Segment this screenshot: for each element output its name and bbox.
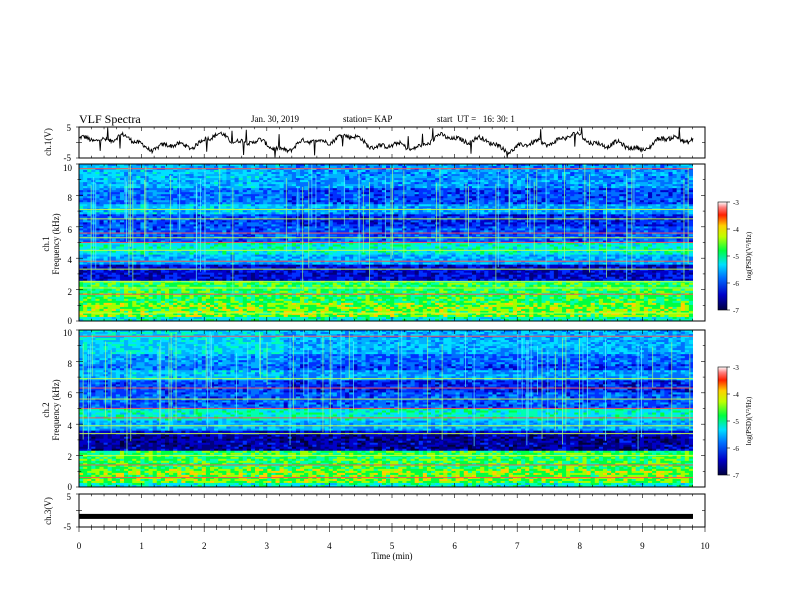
ch3-ytick-top: 5 [67,492,72,502]
ch3-voltage-frame [78,493,706,528]
date-label: Jan. 30, 2019 [251,114,299,124]
ch2-cb-tick-m7: -7 [733,472,739,480]
ch1-freq-tick-8: 8 [68,193,73,203]
ch2-colorbar: -3 -4 -5 -6 -7 log(PSD)(V²/Hz) [717,364,753,480]
ch2-freq-tick-0: 0 [68,482,73,492]
time-tick-4: 4 [327,541,332,551]
ch3-voltage-ticks [76,493,706,532]
ch1-colorbar-gradient [717,201,728,311]
ch1-voltage-ticks [76,126,706,159]
ch2-freq-tick-6: 6 [68,390,73,400]
time-tick-6: 6 [452,541,457,551]
ch2-cb-tick-m3: -3 [733,364,739,372]
ch2-spectrogram-panel: 0 2 4 6 8 10 ch.2 Frequency (kHz) [41,328,706,492]
ch2-cb-tick-m4: -4 [733,391,739,399]
ch2-freq-tick-8: 8 [68,359,73,369]
ch1-voltage-panel: 5 -5 ch.1(V) [43,123,706,163]
ch1-colorbar: -3 -4 -5 -6 -7 log(PSD)(V²/Hz) [717,199,753,315]
time-tick-9: 9 [640,541,645,551]
ch1-spectrogram-panel: 0 2 4 6 8 10 ch.1 Frequency (kHz) [41,163,706,326]
ch2-colorbar-label: log(PSD)(V²/Hz) [745,396,753,445]
ch1-ytick-top: 5 [67,123,72,133]
ch2-colorbar-gradient [717,366,728,476]
time-tick-2: 2 [202,541,207,551]
ch3-voltage-trace [79,513,693,519]
ch1-cb-tick-m4: -4 [733,226,739,234]
time-axis-label: Time (min) [372,551,413,561]
ch1-cb-tick-m5: -5 [733,253,739,261]
time-tick-0: 0 [77,541,82,551]
time-tick-3: 3 [265,541,270,551]
time-tick-1: 1 [139,541,144,551]
ch2-freq-tick-4: 4 [68,421,73,431]
ch2-frequency-label: Frequency (kHz) [51,379,61,440]
ch2-colorbar-ticks [727,366,730,476]
ch3-voltage-panel: 5 -5 ch.3(V) [43,492,706,532]
ch1-ytick-bottom: -5 [64,153,72,163]
ch1-voltage-trace [78,127,694,158]
time-tick-10: 10 [701,541,711,551]
ch1-voltage-ylabel: ch.1(V) [43,128,53,156]
time-tick-7: 7 [515,541,520,551]
time-tick-8: 8 [578,541,583,551]
ch1-spectrogram-image [79,164,705,322]
ch1-voltage-frame [78,126,706,159]
ch3-ytick-bottom: -5 [64,522,72,532]
ch1-freq-tick-0: 0 [68,316,73,326]
ch1-freq-tick-10: 10 [63,163,73,173]
ch1-colorbar-label: log(PSD)(V²/Hz) [745,231,753,280]
ch2-channel-label: ch.2 [41,402,51,417]
ch1-colorbar-ticks [727,201,730,311]
ch1-cb-tick-m6: -6 [733,280,739,288]
ch1-cb-tick-m3: -3 [733,199,739,207]
ch1-freq-tick-6: 6 [68,225,73,235]
ch2-freq-tick-10: 10 [63,328,73,338]
ch1-channel-label: ch.1 [41,236,51,251]
ch1-frequency-label: Frequency (kHz) [51,213,61,274]
ch1-freq-tick-4: 4 [68,255,73,265]
time-axis: 0 1 2 3 4 5 6 7 8 9 10 Time (min) [77,541,710,561]
time-tick-5: 5 [390,541,395,551]
ch1-freq-tick-2: 2 [68,287,73,297]
ch2-spectrogram-ticks [76,329,706,488]
ch2-spectrogram-image [79,330,705,488]
ch3-voltage-ylabel: ch.3(V) [43,497,53,525]
chart-title: VLF Spectra [79,112,141,127]
ch1-spectrogram-ticks [76,163,706,322]
ch2-cb-tick-m5: -5 [733,418,739,426]
ch2-freq-tick-2: 2 [68,452,73,462]
ch1-cb-tick-m7: -7 [733,307,739,315]
ch2-cb-tick-m6: -6 [733,445,739,453]
station-label: station= KAP [343,114,392,124]
start-time-label: start UT = 16: 30: 1 [437,114,515,124]
